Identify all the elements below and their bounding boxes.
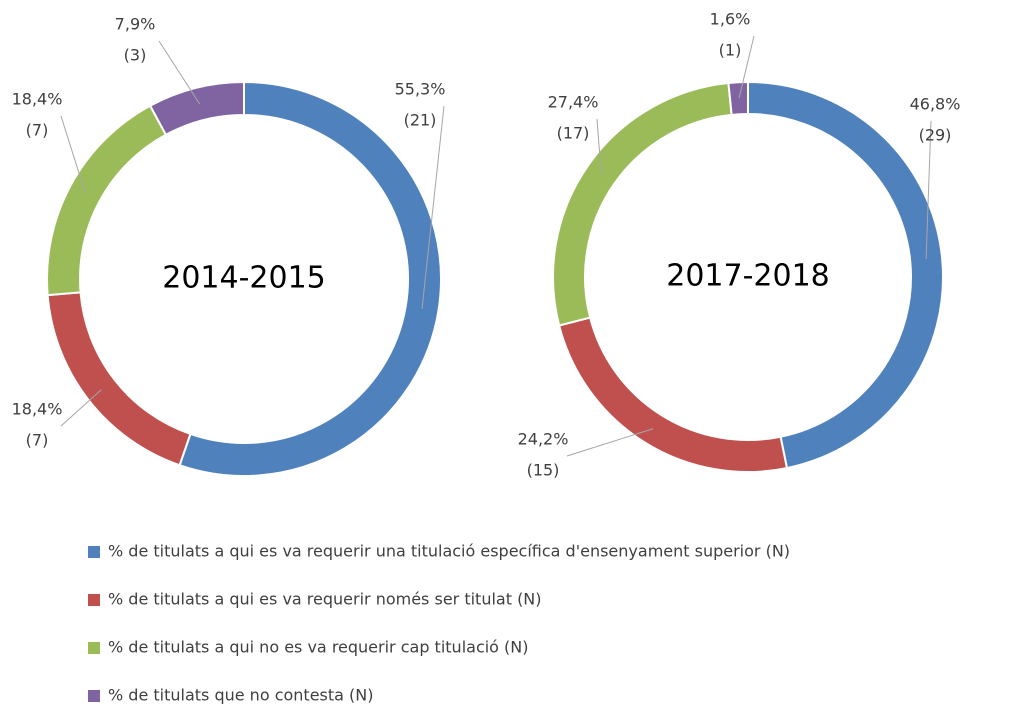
donut-segment (557, 316, 789, 473)
legend-label: % de titulats a qui es va requerir només… (108, 590, 542, 609)
data-label: (3) (124, 46, 147, 65)
data-label: 55,3% (395, 80, 446, 99)
leader-line (738, 35, 755, 99)
donut-segment (46, 291, 192, 467)
data-label: (17) (557, 124, 590, 143)
data-label: 27,4% (548, 93, 599, 112)
legend-swatch (88, 690, 100, 702)
legend-swatch (88, 546, 100, 558)
legend-label: % de titulats que no contesta (N) (108, 686, 374, 705)
donut-segment (148, 80, 245, 137)
data-label: (15) (527, 461, 560, 480)
data-label: (7) (26, 431, 49, 450)
data-label: 1,6% (710, 10, 751, 29)
leader-line (158, 40, 201, 105)
chart-title: 2014-2015 (162, 261, 326, 296)
legend-label: % de titulats a qui no es va requerir ca… (108, 638, 529, 657)
data-label: (21) (404, 111, 437, 130)
leader-line (421, 105, 445, 309)
legend-swatch (88, 594, 100, 606)
data-label: 7,9% (115, 15, 156, 34)
data-label: 24,2% (518, 430, 569, 449)
leader-line (596, 118, 602, 175)
chart-title: 2017-2018 (666, 259, 830, 294)
data-label: 46,8% (910, 95, 961, 114)
leader-line (60, 389, 102, 427)
data-label: (29) (919, 126, 952, 145)
leader-line (566, 428, 654, 457)
data-label: (1) (719, 41, 742, 60)
data-label: 18,4% (12, 400, 63, 419)
data-label: 18,4% (12, 90, 63, 109)
leader-line (925, 120, 932, 260)
data-label: (7) (26, 121, 49, 140)
legend-label: % de titulats a qui es va requerir una t… (108, 542, 790, 561)
donut-segment (727, 80, 749, 116)
donut-segment (178, 80, 442, 477)
donut-segment (46, 104, 168, 297)
leader-line (60, 115, 86, 194)
legend-swatch (88, 642, 100, 654)
